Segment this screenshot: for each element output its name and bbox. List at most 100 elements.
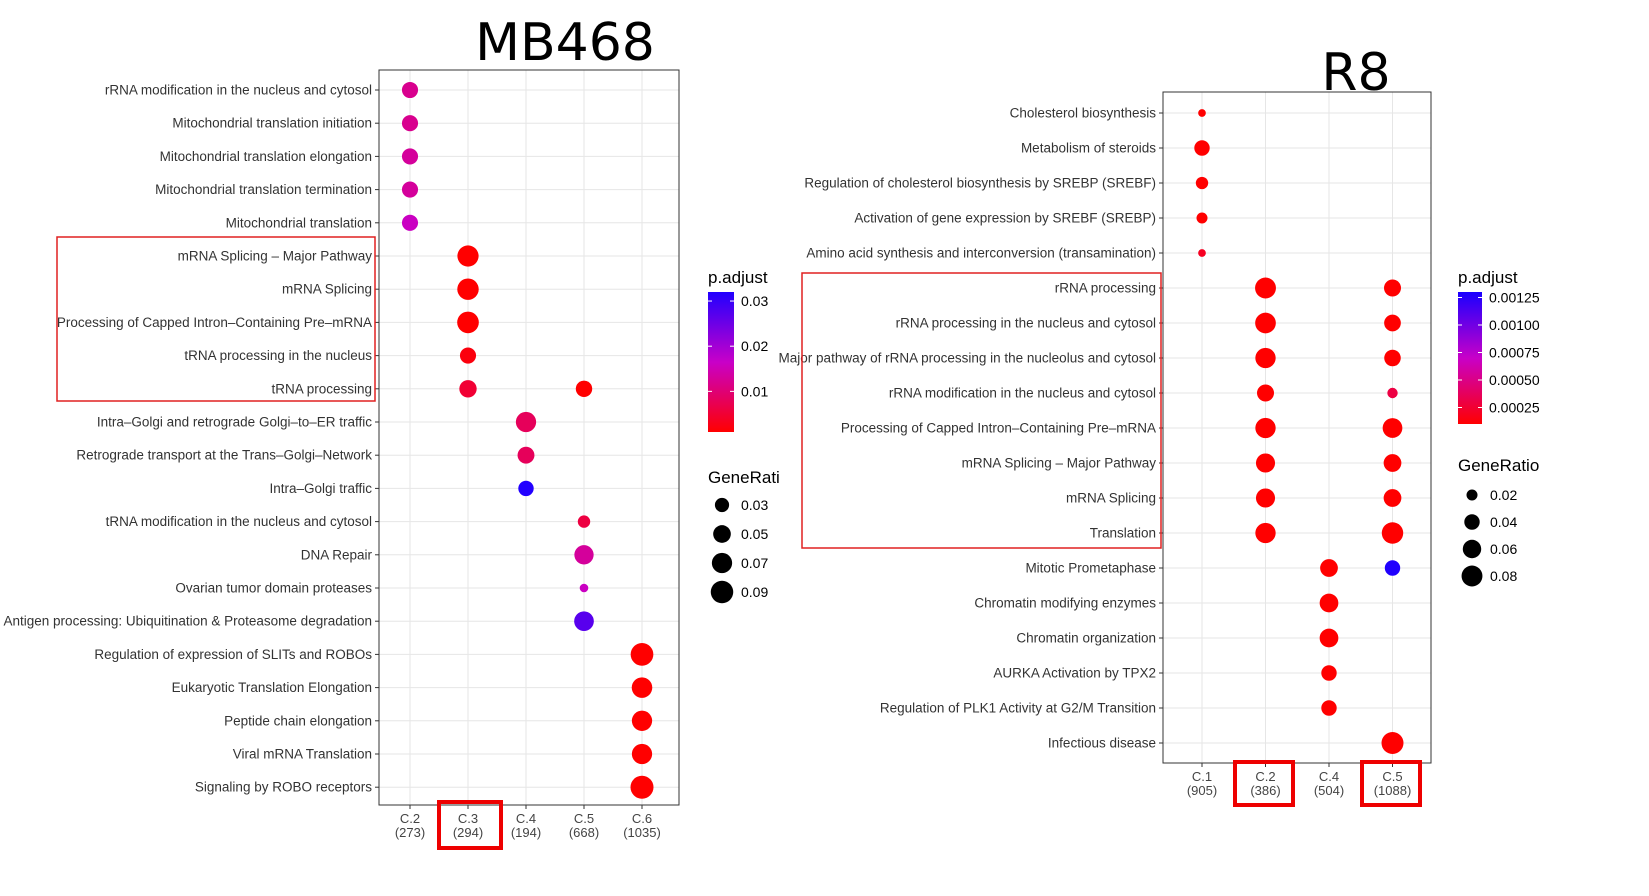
y-tick-label: rRNA modification in the nucleus and cyt…	[105, 83, 372, 98]
y-tick-label: mRNA Splicing	[1066, 491, 1156, 506]
data-point	[1198, 109, 1206, 117]
x-tick-label: C.4	[516, 811, 536, 826]
data-point	[1319, 628, 1339, 648]
y-tick-label: Regulation of expression of SLITs and RO…	[94, 647, 372, 662]
y-tick-label: Intra–Golgi and retrograde Golgi–to–ER t…	[97, 415, 372, 430]
color-legend-label: 0.00025	[1489, 400, 1540, 416]
highlight-box-c3	[437, 800, 503, 850]
size-legend-dot	[713, 525, 731, 543]
data-point	[631, 743, 653, 765]
highlight-box-rows	[801, 272, 1162, 549]
y-tick-label: Signaling by ROBO receptors	[195, 780, 372, 795]
y-tick-label: Antigen processing: Ubiquitination & Pro…	[4, 614, 372, 629]
data-point	[1256, 384, 1275, 402]
x-tick-label: C.2	[400, 811, 420, 826]
x-tick-count: (386)	[1250, 783, 1280, 798]
size-legend-dot	[1466, 489, 1478, 501]
y-tick-label: Cholesterol biosynthesis	[1010, 106, 1157, 121]
data-point	[457, 278, 479, 300]
data-point	[1383, 454, 1402, 472]
y-tick-label: rRNA processing in the nucleus and cytos…	[896, 316, 1156, 331]
y-tick-label: Mitochondrial translation termination	[155, 182, 372, 197]
size-legend-label: 0.06	[1490, 541, 1517, 557]
x-tick-label: C.1	[1192, 769, 1212, 784]
x-tick-label: C.5	[574, 811, 594, 826]
data-point	[630, 775, 654, 799]
highlight-box-rows	[56, 236, 376, 402]
y-tick-label: Intra–Golgi traffic	[269, 481, 372, 496]
color-legend-label: 0.00100	[1489, 317, 1540, 333]
x-tick-count: (905)	[1187, 783, 1217, 798]
data-point	[1383, 279, 1402, 297]
data-point	[401, 181, 419, 198]
data-point	[1381, 522, 1404, 544]
y-tick-label: Ovarian tumor domain proteases	[175, 581, 372, 596]
x-tick-count: (273)	[395, 825, 425, 840]
data-point	[1321, 700, 1337, 716]
data-point	[1255, 522, 1276, 544]
plot-background	[379, 70, 679, 805]
data-point	[401, 115, 419, 132]
panel-mb468: MB468 rRNA modification in the nucleus a…	[4, 13, 780, 850]
x-tick-count: (504)	[1314, 783, 1344, 798]
size-legend-label: 0.05	[741, 526, 768, 542]
data-point	[631, 677, 653, 698]
y-tick-label: tRNA processing in the nucleus	[184, 348, 372, 363]
y-tick-label: mRNA Splicing – Major Pathway	[962, 456, 1157, 471]
data-point	[401, 148, 419, 165]
x-tick-label: C.2	[1255, 769, 1275, 784]
highlight-box-c5	[1360, 760, 1422, 807]
data-point	[1255, 417, 1276, 439]
data-point	[1194, 140, 1210, 156]
data-point	[1384, 560, 1401, 576]
y-tick-label: Regulation of PLK1 Activity at G2/M Tran…	[880, 701, 1156, 716]
size-legend-dot	[711, 552, 733, 574]
y-tick-label: Chromatin organization	[1016, 631, 1156, 646]
data-point	[577, 515, 591, 528]
color-legend-label: 0.01	[741, 383, 768, 399]
y-tick-label: tRNA processing	[271, 381, 372, 396]
data-point	[518, 480, 534, 497]
size-legend-dot	[1462, 539, 1482, 559]
color-legend-label: 0.02	[741, 338, 768, 354]
x-tick-count: (194)	[511, 825, 541, 840]
x-tick-count: (1088)	[1374, 783, 1412, 798]
size-legend-label: 0.09	[741, 584, 768, 600]
data-point	[457, 245, 479, 267]
size-legend-dot	[1461, 565, 1483, 587]
y-tick-label: Retrograde transport at the Trans–Golgi–…	[76, 448, 372, 463]
data-point	[579, 583, 589, 593]
data-point	[575, 380, 593, 398]
chart-title: MB468	[475, 13, 655, 73]
color-legend-label: 0.00125	[1489, 290, 1540, 306]
data-point	[1384, 349, 1401, 367]
data-point	[1196, 212, 1208, 224]
x-tick-count: (668)	[569, 825, 599, 840]
data-point	[515, 411, 537, 433]
plot-border	[378, 69, 680, 806]
data-point	[401, 214, 419, 231]
data-point	[1195, 176, 1209, 190]
y-tick-label: mRNA Splicing – Major Pathway	[178, 249, 373, 264]
data-point	[1384, 314, 1401, 332]
size-legend-label: 0.08	[1490, 568, 1517, 584]
size-legend-label: 0.03	[741, 497, 768, 513]
data-point	[1198, 249, 1206, 257]
data-point	[1255, 312, 1276, 334]
color-legend-label: 0.03	[741, 293, 768, 309]
color-legend-title: p.adjust	[1458, 268, 1518, 287]
y-tick-label: tRNA modification in the nucleus and cyt…	[106, 514, 372, 529]
y-tick-label: Translation	[1090, 526, 1156, 541]
y-tick-label: rRNA modification in the nucleus and cyt…	[889, 386, 1156, 401]
y-tick-label: Mitochondrial translation initiation	[172, 116, 372, 131]
y-tick-label: mRNA Splicing	[282, 282, 372, 297]
data-point	[631, 710, 653, 731]
data-point	[1255, 488, 1276, 508]
y-tick-label: Chromatin modifying enzymes	[974, 596, 1156, 611]
data-point	[401, 81, 419, 99]
data-point	[459, 380, 477, 398]
x-tick-count: (1035)	[623, 825, 661, 840]
size-legend-label: 0.02	[1490, 487, 1517, 503]
